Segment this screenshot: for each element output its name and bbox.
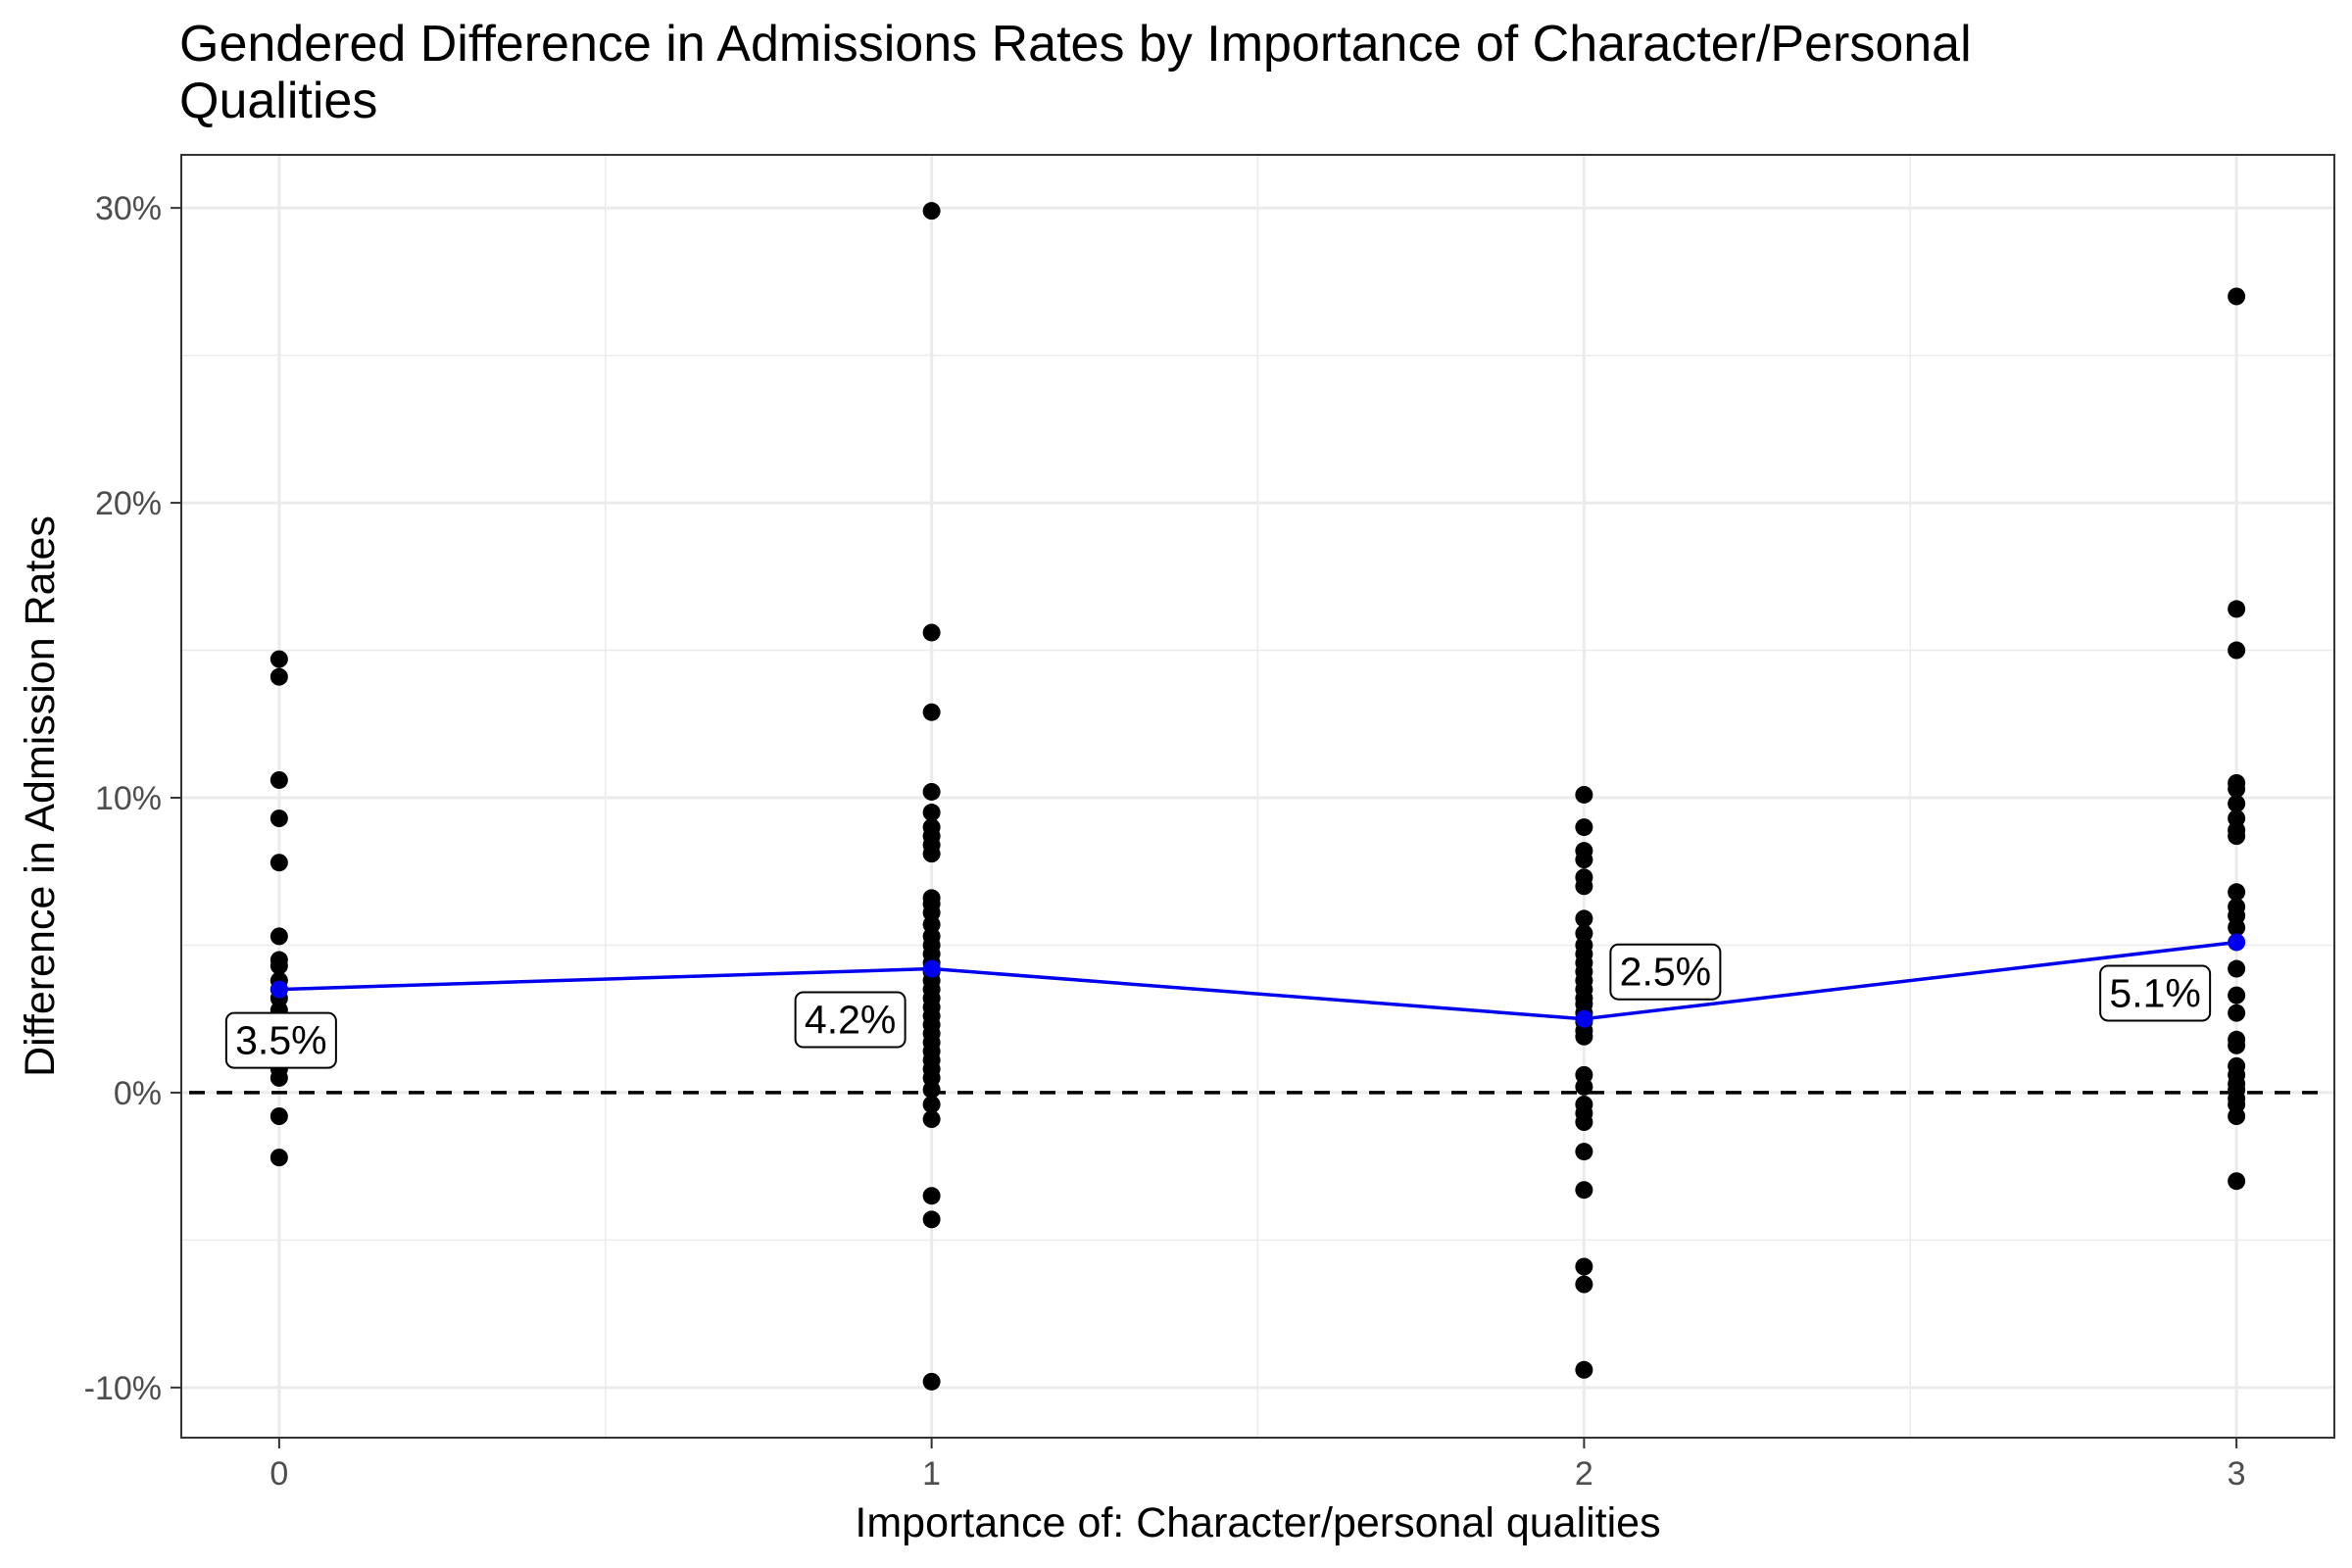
data-point [922, 623, 941, 642]
data-point [270, 809, 288, 828]
data-point [1575, 1257, 1593, 1276]
y-tick-label: 10% [95, 780, 162, 817]
mean-label: 5.1% [2099, 964, 2212, 1022]
y-tick-label: 0% [114, 1075, 162, 1112]
y-tick-label: 20% [95, 485, 162, 522]
data-point [922, 1080, 941, 1099]
data-point [2228, 287, 2246, 306]
mean-label-box [2099, 964, 2212, 1022]
mean-label-text: 3.5% [235, 1018, 326, 1063]
scatter-points [270, 202, 2246, 1391]
data-point [2228, 779, 2246, 798]
data-point [270, 854, 288, 872]
data-point [1575, 909, 1593, 928]
mean-point [1575, 1009, 1593, 1028]
chart-title-line-2: Qualities [179, 73, 377, 129]
data-point [922, 845, 941, 863]
mean-label-box [794, 991, 906, 1049]
data-point [1575, 1275, 1593, 1294]
data-point [1575, 1360, 1593, 1379]
data-point [2228, 918, 2246, 937]
data-point [2228, 600, 2246, 618]
data-point [2228, 959, 2246, 978]
data-point [922, 1372, 941, 1391]
mean-line-series [270, 933, 2246, 1028]
data-point [2228, 641, 2246, 660]
mean-label-text: 5.1% [2109, 970, 2200, 1015]
data-point [922, 1095, 941, 1113]
mean-label-text: 2.5% [1620, 950, 1711, 995]
y-tick-label: 30% [95, 190, 162, 227]
mean-point [2228, 933, 2246, 952]
data-point [2228, 1106, 2246, 1125]
data-point [270, 1149, 288, 1167]
data-point [2228, 1172, 2246, 1191]
data-point [1575, 851, 1593, 869]
mean-point [922, 959, 941, 978]
data-point [1575, 785, 1593, 804]
x-axis-title: Importance of: Character/personal qualit… [855, 1499, 1660, 1546]
data-point [2228, 827, 2246, 846]
mean-label-text: 4.2% [805, 998, 896, 1043]
mean-label-box [224, 1011, 337, 1069]
data-point [1575, 1143, 1593, 1161]
data-point [922, 1210, 941, 1229]
data-point [270, 1106, 288, 1125]
data-point [270, 650, 288, 668]
data-point [922, 703, 941, 721]
data-point [1575, 877, 1593, 896]
panel-border [180, 154, 2335, 1439]
grid-lines [181, 155, 2334, 1438]
data-point [922, 782, 941, 801]
mean-label: 4.2% [794, 991, 906, 1049]
data-point [1575, 1181, 1593, 1200]
data-point [270, 1068, 288, 1087]
data-point [270, 667, 288, 686]
data-point [2228, 1036, 2246, 1054]
data-point [2228, 795, 2246, 813]
data-point [2228, 1004, 2246, 1022]
data-point [1575, 1077, 1593, 1096]
data-point [270, 956, 288, 975]
data-point [270, 770, 288, 789]
data-point [922, 1187, 941, 1205]
y-tick-label: -10% [84, 1370, 162, 1407]
data-point [1575, 818, 1593, 837]
data-point [270, 927, 288, 946]
mean-labels: 3.5% 4.2% 2.5% 5.1% [224, 943, 2212, 1069]
data-point [922, 804, 941, 822]
x-tick-label: 2 [1575, 1455, 1593, 1493]
mean-label: 3.5% [224, 1011, 337, 1069]
y-axis-ticks: -10% 0% 10% 20% 30% [84, 190, 181, 1407]
mean-label: 2.5% [1609, 943, 1722, 1001]
x-axis-ticks: 0 1 2 3 [270, 1438, 2246, 1493]
data-point [2228, 986, 2246, 1004]
chart-title: Gendered Difference in Admissions Rates … [179, 16, 1985, 129]
mean-point [270, 980, 288, 999]
data-point [2228, 883, 2246, 902]
x-tick-label: 3 [2228, 1455, 2246, 1493]
mean-label-box [1609, 943, 1722, 1001]
x-tick-label: 1 [922, 1455, 941, 1493]
data-point [1575, 1027, 1593, 1046]
x-tick-label: 0 [270, 1455, 288, 1493]
y-axis-title: Difference in Admission Rates [17, 515, 64, 1077]
chart-title-line-1: Gendered Difference in Admissions Rates … [179, 16, 1972, 73]
data-point [1575, 1113, 1593, 1132]
data-point [922, 1110, 941, 1129]
data-point [922, 202, 941, 220]
mean-line [278, 940, 2237, 1021]
